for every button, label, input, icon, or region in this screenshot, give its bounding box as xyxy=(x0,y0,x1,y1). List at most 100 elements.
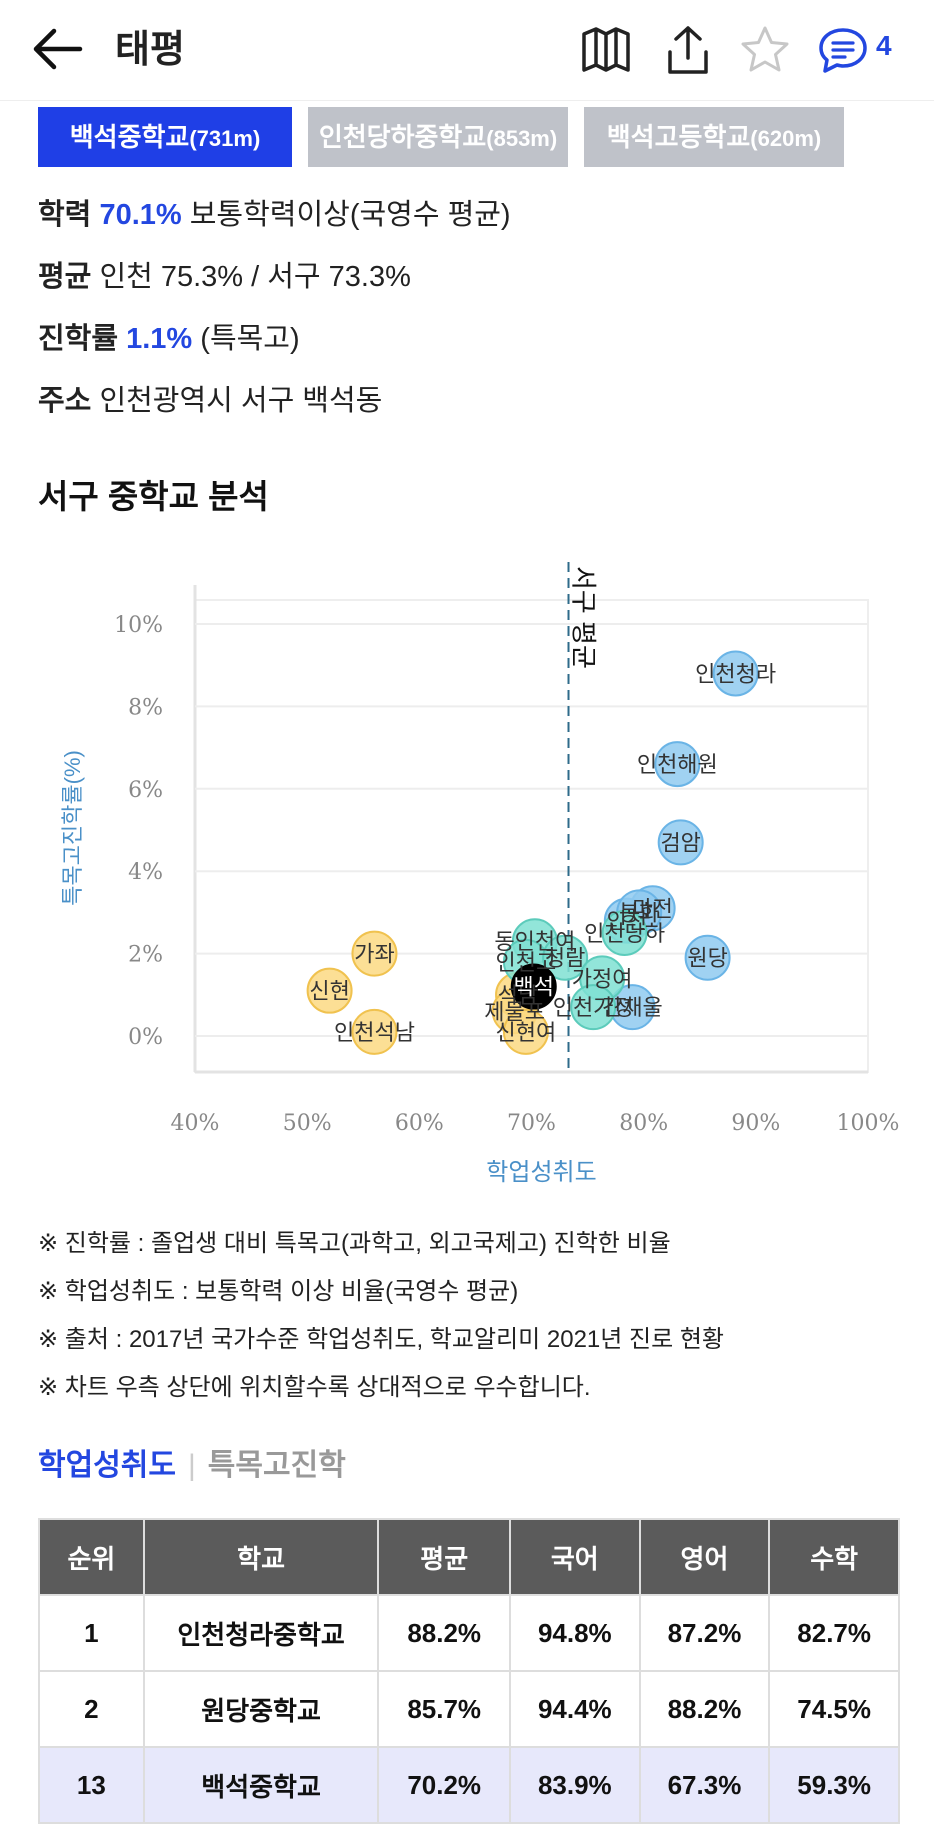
average-line-label: 서구 평균 xyxy=(569,566,599,669)
note-line: ※ 진학률 : 졸업생 대비 특목고(과학고, 외고국제고) 진학한 비율 xyxy=(38,1230,671,1257)
data-point-인천석남 xyxy=(351,1008,398,1055)
data-label-간재울: 간재울 xyxy=(602,995,663,1020)
average-value: 인천 75.3% / 서구 73.3% xyxy=(99,261,411,293)
col-school: 학교 xyxy=(142,1518,380,1596)
data-label-가정여: 가정여 xyxy=(572,966,633,991)
cell-math: 74.5% xyxy=(768,1670,900,1748)
tab-school-distance: (853m) xyxy=(486,126,558,151)
average-line: 평균 인천 75.3% / 서구 73.3% xyxy=(38,257,411,297)
note-line: ※ 차트 우측 상단에 위치할수록 상대적으로 우수합니다. xyxy=(38,1374,591,1401)
cell-english: 87.2% xyxy=(638,1594,771,1672)
achievement-line: 학력 70.1% 보통학력이상(국영수 평균) xyxy=(38,195,511,235)
data-point-검암 xyxy=(657,819,704,866)
cell-average: 85.7% xyxy=(377,1670,511,1748)
x-axis-label: 학업성취도 xyxy=(486,1159,596,1186)
ranking-tabs: 학업성취도 | 특목고진학 xyxy=(38,1446,346,1486)
comment-count: 4 xyxy=(876,30,892,61)
tab-school-1[interactable]: 백석중학교(731m) xyxy=(38,107,292,167)
col-english: 영어 xyxy=(638,1518,771,1596)
tab-school-3[interactable]: 백석고등학교(620m) xyxy=(584,107,844,167)
advance-desc: (특목고) xyxy=(200,323,300,355)
data-label-봉화: 봉화 xyxy=(619,900,659,925)
map-icon[interactable] xyxy=(578,22,634,78)
cell-korean: 94.4% xyxy=(508,1670,641,1748)
data-point-인천가정 xyxy=(570,984,617,1031)
x-tick-label: 70% xyxy=(507,1111,556,1136)
cell-school: 백석중학교 xyxy=(142,1746,380,1824)
section-title: 서구 중학교 분석 xyxy=(38,478,269,515)
tab-school-name: 백석고등학교 xyxy=(606,122,751,152)
note-line: ※ 학업성취도 : 보통학력 이상 비율(국영수 평균) xyxy=(38,1278,519,1305)
y-tick-label: 6% xyxy=(128,778,163,803)
table-row-highlighted[interactable]: 13 백석중학교 70.2% 83.9% 67.3% 59.3% xyxy=(38,1746,900,1824)
achievement-value: 70.1% xyxy=(99,199,182,231)
data-label-석남: 석남 xyxy=(498,983,538,1008)
x-tick-label: 60% xyxy=(395,1111,444,1136)
y-tick-label: 2% xyxy=(128,943,163,968)
col-korean: 국어 xyxy=(508,1518,641,1596)
y-axis-label: 특목고진학률(%) xyxy=(60,750,85,906)
advance-label: 진학률 xyxy=(38,323,119,355)
cell-math: 59.3% xyxy=(768,1746,900,1824)
data-label-인천해원: 인천해원 xyxy=(637,752,718,777)
data-label-인천고: 인천고 xyxy=(496,950,557,975)
x-tick-label: 80% xyxy=(619,1111,668,1136)
data-point-원당 xyxy=(684,934,731,981)
share-icon[interactable] xyxy=(660,22,716,78)
tab-divider: | xyxy=(188,1449,196,1482)
cell-korean: 94.8% xyxy=(508,1594,641,1672)
cell-average: 70.2% xyxy=(377,1746,511,1824)
cell-korean: 83.9% xyxy=(508,1746,641,1824)
cell-average: 88.2% xyxy=(377,1594,511,1672)
col-rank: 순위 xyxy=(38,1518,145,1596)
note-line: ※ 출처 : 2017년 국가수준 학업성취도, 학교알리미 2021년 진로 … xyxy=(38,1326,724,1353)
advance-value: 1.1% xyxy=(126,323,193,355)
table-row[interactable]: 2 원당중학교 85.7% 94.4% 88.2% 74.5% xyxy=(38,1670,900,1748)
table-row[interactable]: 1 인천청라중학교 88.2% 94.8% 87.2% 82.7% xyxy=(38,1594,900,1672)
data-label-제물포: 제물포 xyxy=(484,999,545,1024)
address-line: 주소 인천광역시 서구 백석동 xyxy=(38,381,382,421)
average-label: 평균 xyxy=(38,261,92,293)
star-icon[interactable] xyxy=(737,22,793,78)
data-label-원당: 원당 xyxy=(687,946,727,971)
data-label-인천청라: 인천청라 xyxy=(695,661,776,686)
col-average: 평균 xyxy=(377,1518,511,1596)
cell-rank: 13 xyxy=(38,1746,145,1824)
data-label-가좌: 가좌 xyxy=(354,942,394,967)
data-label-인천: 인천 xyxy=(607,909,647,934)
comment-icon[interactable] xyxy=(815,22,871,78)
data-label-백석: 백석 xyxy=(514,975,554,1000)
achievement-desc: 보통학력이상(국영수 평균) xyxy=(189,199,511,231)
cell-school: 원당중학교 xyxy=(142,1670,380,1748)
address-value: 인천광역시 서구 백석동 xyxy=(99,385,383,417)
cell-school: 인천청라중학교 xyxy=(142,1594,380,1672)
data-label-인천당하: 인천당하 xyxy=(584,921,665,946)
cell-rank: 2 xyxy=(38,1670,145,1748)
cell-math: 82.7% xyxy=(768,1594,900,1672)
page-title: 태평 xyxy=(115,29,185,71)
tab-school-2[interactable]: 인천당하중학교(853m) xyxy=(308,107,568,167)
data-label-인천가정: 인천가정 xyxy=(553,995,634,1020)
data-point-인천당하 xyxy=(601,910,648,956)
tab-special-high[interactable]: 특목고진학 xyxy=(207,1449,346,1482)
tab-school-distance: (731m) xyxy=(189,126,261,151)
data-label-인천석남: 인천석남 xyxy=(334,1020,415,1045)
scatter-chart: 0% 2% 4% 6% 8% 10% 40% 50% 60% 70% 80% 90% 100% 학업성취도… xyxy=(60,562,899,1186)
top-app-bar: 태평 4 xyxy=(0,0,934,101)
data-point-청람 xyxy=(542,934,589,981)
data-point-백석 xyxy=(510,963,557,1010)
data-label-마전: 마전 xyxy=(632,896,672,921)
tab-school-name: 백석중학교 xyxy=(69,122,190,152)
data-point-신현여 xyxy=(502,1008,549,1055)
x-tick-label: 90% xyxy=(731,1111,780,1136)
data-label-신현여: 신현여 xyxy=(496,1020,557,1045)
data-label-동인천여: 동인천여 xyxy=(494,929,575,954)
x-tick-label: 50% xyxy=(283,1111,332,1136)
y-tick-label: 4% xyxy=(128,860,163,885)
y-tick-label: 10% xyxy=(114,613,163,638)
data-point-가좌 xyxy=(351,930,398,977)
data-label-청람: 청람 xyxy=(545,946,585,971)
tab-achievement[interactable]: 학업성취도 xyxy=(38,1449,176,1482)
arrow-left-icon[interactable] xyxy=(30,26,86,72)
y-tick-label: 8% xyxy=(128,695,163,720)
